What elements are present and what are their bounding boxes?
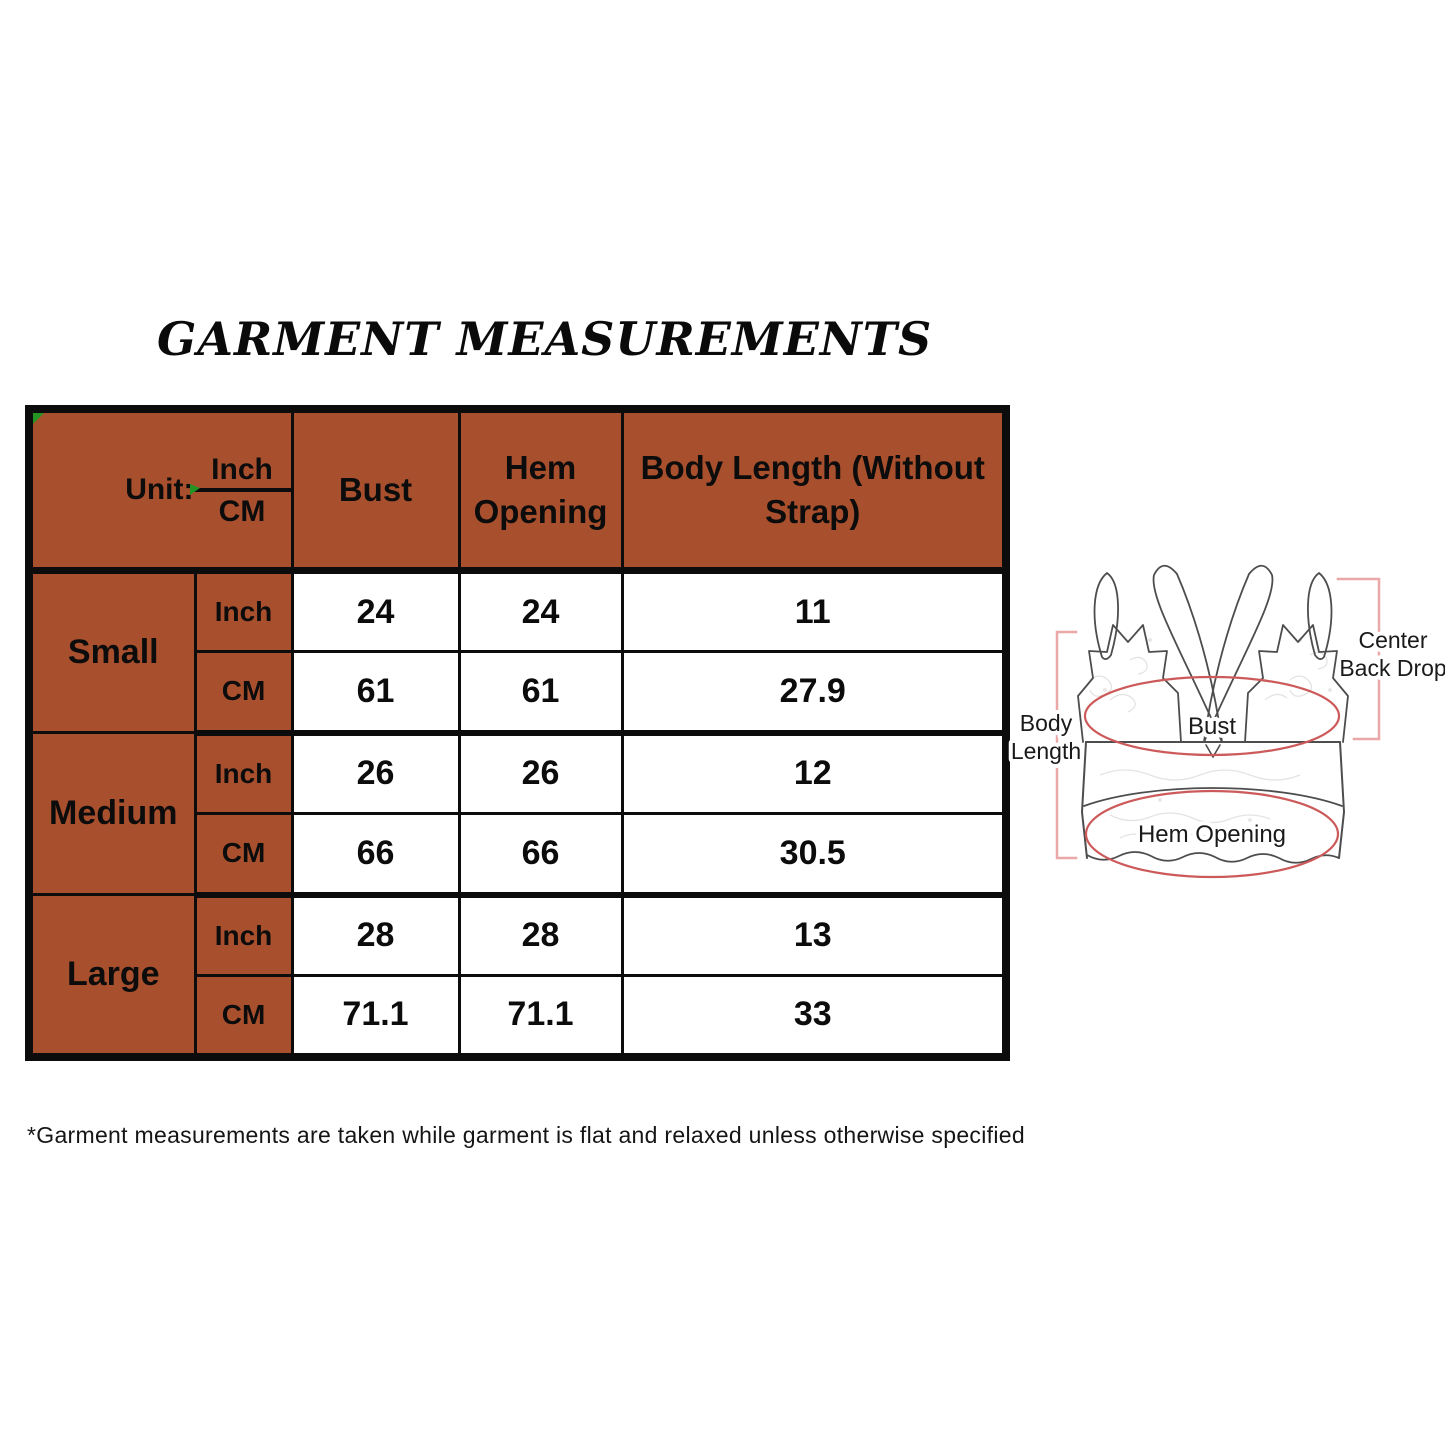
- unit-header-cell: Unit: Inch CM: [27, 407, 294, 574]
- value-hem-opening: 24: [457, 569, 624, 653]
- unit-cell-cm: CM: [193, 650, 294, 736]
- value-bust: 26: [290, 731, 461, 815]
- green-arrow-marker: [189, 483, 200, 495]
- left-cross-strap: [1152, 564, 1223, 743]
- value-bust: 66: [290, 812, 461, 898]
- table-row-large-inch: Large Inch 28 28 13: [27, 893, 1008, 1058]
- value-hem-opening: 26: [457, 731, 624, 815]
- right-cross-strap: [1203, 564, 1274, 743]
- table-row-medium-inch: Medium Inch 26 26 12: [27, 731, 1008, 896]
- right-lace-cup: [1244, 624, 1349, 743]
- right-strap-leaf: [1307, 572, 1333, 660]
- band-top-arc: [1083, 787, 1343, 807]
- table-row-large-cm: CM 71.1 71.1 33: [29, 974, 1008, 1060]
- left-lace-cup: [1077, 624, 1182, 743]
- left-body-edge: [1081, 741, 1088, 859]
- value-body-length: 13: [620, 893, 1008, 977]
- column-header-bust: Bust: [290, 407, 461, 574]
- hem-opening-label: Hem Opening: [1138, 821, 1286, 848]
- value-bust: 24: [290, 569, 461, 653]
- unit-header-content: Unit: Inch CM: [33, 413, 289, 564]
- unit-cm-label: CM: [218, 494, 266, 528]
- value-body-length: 33: [620, 974, 1008, 1060]
- body-length-bracket: [1055, 630, 1078, 860]
- center-v: [1205, 744, 1221, 758]
- size-label-medium: Medium: [27, 731, 197, 896]
- table-row-small-cm: CM 61 61 27.9: [29, 650, 1008, 736]
- table-row-medium-cm: CM 66 66 30.5: [29, 812, 1008, 898]
- center-back-drop-bracket: [1336, 577, 1381, 741]
- unit-cell-cm: CM: [193, 812, 294, 898]
- size-label-large: Large: [27, 893, 197, 1058]
- green-corner-marker: [33, 413, 44, 424]
- measurement-table: Unit: Inch CM Bust Hem Opening Body Leng…: [25, 405, 1010, 1061]
- body-length-label-line2: Length: [1011, 738, 1081, 764]
- table-row-small-inch: Small Inch 24 24 11: [27, 569, 1008, 734]
- center-back-drop-label-line2: Back Drop: [1339, 655, 1445, 681]
- value-body-length: 11: [620, 569, 1008, 653]
- column-header-body-length: Body Length (Without Strap): [620, 407, 1008, 574]
- unit-fraction: Inch CM: [189, 453, 289, 528]
- value-hem-opening: 66: [457, 812, 624, 898]
- value-body-length: 27.9: [620, 650, 1008, 736]
- unit-cell-inch: Inch: [193, 731, 294, 815]
- center-back-drop-label-line1: Center: [1358, 627, 1427, 653]
- measurement-table-wrap: Unit: Inch CM Bust Hem Opening Body Leng…: [25, 405, 1010, 1061]
- table-header-row: Unit: Inch CM Bust Hem Opening Body Leng…: [27, 407, 1008, 574]
- footnote-text: *Garment measurements are taken while ga…: [27, 1122, 1025, 1148]
- unit-label: Unit:: [125, 473, 194, 507]
- garment-diagram: Body Length Center Back Drop Bust Hem Op…: [1007, 564, 1445, 879]
- bust-ellipse: [1083, 675, 1341, 757]
- value-hem-opening: 71.1: [457, 974, 624, 1060]
- value-bust: 71.1: [290, 974, 461, 1060]
- value-bust: 61: [290, 650, 461, 736]
- body-length-label-line1: Body: [1020, 710, 1073, 736]
- value-bust: 28: [290, 893, 461, 977]
- value-hem-opening: 28: [457, 893, 624, 977]
- size-label-small: Small: [27, 569, 197, 734]
- unit-inch-label: Inch: [193, 453, 289, 492]
- lace-texture: [1089, 638, 1332, 843]
- unit-cell-inch: Inch: [193, 893, 294, 977]
- unit-cell-cm: CM: [193, 974, 294, 1060]
- value-body-length: 30.5: [620, 812, 1008, 898]
- column-header-hem-opening: Hem Opening: [457, 407, 624, 574]
- value-hem-opening: 61: [457, 650, 624, 736]
- left-strap-leaf: [1093, 572, 1119, 660]
- hem-opening-ellipse: [1084, 789, 1340, 879]
- unit-cell-inch: Inch: [193, 569, 294, 653]
- right-body-edge: [1338, 741, 1345, 859]
- page-title: GARMENT MEASUREMENTS: [157, 312, 933, 366]
- value-body-length: 12: [620, 731, 1008, 815]
- garment-outline: [1077, 564, 1349, 864]
- measure-ellipses: [1083, 675, 1341, 879]
- measure-brackets: [1055, 577, 1381, 860]
- bust-label: Bust: [1188, 713, 1236, 740]
- wavy-hem: [1086, 851, 1340, 864]
